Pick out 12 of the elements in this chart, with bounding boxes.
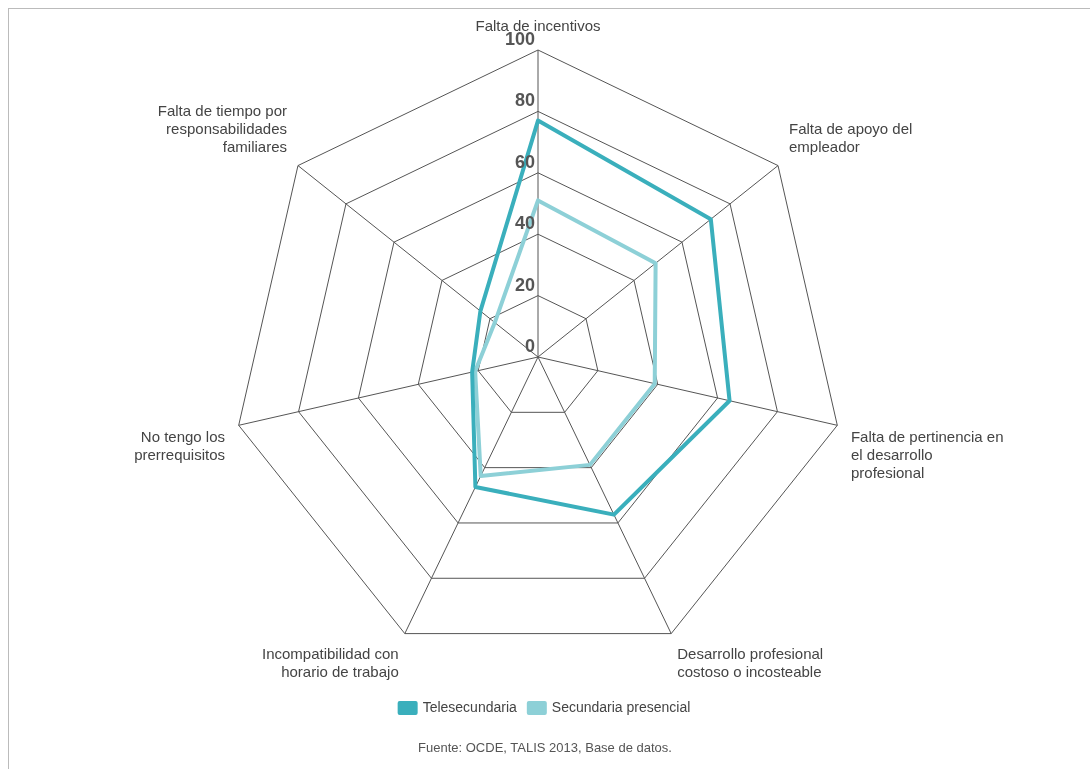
source-note: Fuente: OCDE, TALIS 2013, Base de datos. [417,740,673,755]
spoke-label: No tengo los prerrequisitos [134,427,226,463]
legend-label: Telesecundaria [422,698,518,715]
spoke-label: Desarrollo profesional costoso o incosteable [677,645,824,681]
y-tick-label: 20 [514,274,535,295]
y-tick-label: 80 [514,90,535,111]
y-tick-label: 0 [524,335,535,356]
spoke-label: Falta de pertinencia en el desarrollo profesional [850,427,1004,481]
spoke-label: Falta de tiempo por responsabilidades familiares [157,102,288,155]
spoke-label: Falta de apoyo del empleador [788,120,913,155]
spoke-label: Incompatibilidad con horario de trabajo [261,645,399,681]
legend-label: Secundaria presencial [551,698,691,715]
